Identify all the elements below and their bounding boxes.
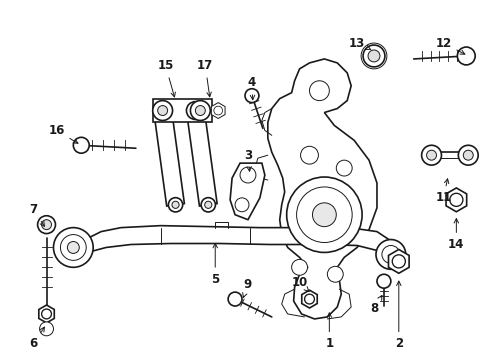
Circle shape	[304, 294, 314, 304]
Circle shape	[336, 160, 351, 176]
Circle shape	[286, 177, 361, 252]
Circle shape	[309, 81, 328, 100]
Polygon shape	[267, 59, 376, 319]
Polygon shape	[152, 99, 212, 122]
Polygon shape	[387, 249, 408, 273]
Circle shape	[449, 193, 462, 206]
Circle shape	[153, 102, 171, 120]
Text: 4: 4	[247, 76, 256, 100]
Polygon shape	[186, 109, 217, 206]
Circle shape	[186, 102, 204, 120]
Text: 8: 8	[369, 296, 381, 315]
Circle shape	[204, 201, 211, 208]
Circle shape	[53, 228, 93, 267]
Text: 2: 2	[394, 281, 402, 350]
Text: 9: 9	[242, 278, 252, 297]
Polygon shape	[89, 226, 393, 267]
Circle shape	[190, 106, 200, 115]
Circle shape	[40, 322, 53, 336]
Circle shape	[421, 145, 441, 165]
Circle shape	[300, 146, 318, 164]
Polygon shape	[301, 290, 317, 308]
Text: 7: 7	[29, 203, 44, 226]
Circle shape	[41, 309, 51, 319]
Circle shape	[213, 106, 222, 115]
Polygon shape	[39, 305, 54, 323]
Text: 12: 12	[434, 37, 464, 54]
Circle shape	[73, 137, 89, 153]
Text: 5: 5	[211, 243, 219, 286]
Polygon shape	[230, 163, 264, 220]
Circle shape	[38, 216, 55, 234]
Circle shape	[244, 89, 258, 103]
Polygon shape	[211, 103, 224, 118]
Circle shape	[426, 150, 436, 160]
Text: 16: 16	[48, 124, 78, 143]
Circle shape	[201, 198, 215, 212]
Circle shape	[157, 105, 167, 116]
Polygon shape	[445, 188, 466, 212]
Circle shape	[312, 203, 336, 227]
Text: 3: 3	[244, 149, 251, 171]
Text: 1: 1	[325, 313, 333, 350]
Text: 6: 6	[29, 327, 44, 350]
Text: 13: 13	[348, 37, 370, 50]
Text: 17: 17	[197, 59, 213, 97]
Circle shape	[168, 198, 183, 212]
Circle shape	[172, 201, 179, 208]
Circle shape	[457, 145, 477, 165]
Circle shape	[462, 150, 472, 160]
Circle shape	[456, 47, 474, 65]
Circle shape	[375, 239, 405, 269]
Text: 10: 10	[291, 276, 308, 292]
Text: 14: 14	[447, 219, 464, 251]
Circle shape	[326, 266, 343, 282]
Circle shape	[367, 50, 379, 62]
Circle shape	[235, 198, 248, 212]
Circle shape	[67, 242, 79, 253]
Circle shape	[291, 260, 307, 275]
Circle shape	[228, 292, 242, 306]
Circle shape	[240, 167, 255, 183]
Circle shape	[376, 274, 390, 288]
Text: 15: 15	[157, 59, 175, 97]
Circle shape	[158, 106, 167, 115]
Circle shape	[362, 45, 384, 67]
Circle shape	[41, 220, 51, 230]
Circle shape	[195, 105, 205, 116]
Text: 11: 11	[434, 179, 450, 204]
Circle shape	[391, 255, 405, 268]
Circle shape	[190, 100, 210, 121]
Circle shape	[152, 100, 172, 121]
Polygon shape	[153, 109, 184, 206]
